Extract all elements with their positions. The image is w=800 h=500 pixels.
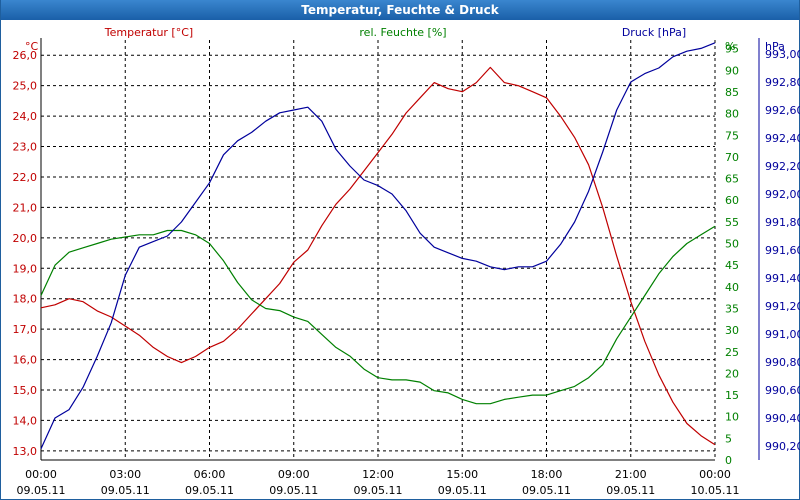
humidity-tick-label: 95: [725, 43, 739, 56]
humidity-series-line: [40, 225, 716, 405]
humidity-unit-label: %: [725, 40, 735, 53]
x-tick-date: 09.05.11: [522, 484, 571, 497]
pressure-tick-label: 993,00: [765, 48, 800, 61]
x-tick-date: 09.05.11: [269, 484, 318, 497]
humidity-tick-label: 35: [725, 302, 739, 315]
x-tick-time: 06:00: [194, 468, 226, 481]
window-title: Temperatur, Feuchte & Druck: [1, 0, 799, 20]
legend-pressure: Druck [hPa]: [622, 26, 686, 39]
humidity-tick-label: 65: [725, 173, 739, 186]
humidity-tick-label: 25: [725, 346, 739, 359]
x-tick-time: 18:00: [531, 468, 563, 481]
temperature-tick-label: 22,0: [13, 171, 38, 184]
x-tick-date: 09.05.11: [354, 484, 403, 497]
pressure-tick-label: 992,20: [765, 160, 800, 173]
humidity-tick-label: 90: [725, 64, 739, 77]
temperature-tick-label: 25,0: [13, 80, 38, 93]
humidity-tick-label: 40: [725, 281, 739, 294]
pressure-tick-label: 991,40: [765, 272, 800, 285]
temperature-series-line: [40, 66, 716, 446]
humidity-tick-label: 70: [725, 151, 739, 164]
pressure-tick-label: 992,40: [765, 132, 800, 145]
temperature-tick-label: 18,0: [13, 293, 38, 306]
pressure-tick-label: 992,80: [765, 76, 800, 89]
temperature-tick-label: 17,0: [13, 323, 38, 336]
pressure-tick-label: 990,20: [765, 440, 800, 453]
humidity-tick-label: 55: [725, 216, 739, 229]
temperature-tick-label: 26,0: [13, 49, 38, 62]
legend-temperature: Temperatur [°C]: [104, 26, 193, 39]
x-tick-date: 09.05.11: [438, 484, 487, 497]
x-tick-time: 15:00: [446, 468, 478, 481]
pressure-tick-label: 992,60: [765, 104, 800, 117]
pressure-tick-label: 991,20: [765, 300, 800, 313]
x-tick-time: 09:00: [278, 468, 310, 481]
x-tick-date: 09.05.11: [17, 484, 66, 497]
humidity-tick-label: 75: [725, 129, 739, 142]
x-tick-date: 09.05.11: [606, 484, 655, 497]
pressure-tick-label: 991,60: [765, 244, 800, 257]
pressure-tick-label: 990,40: [765, 412, 800, 425]
humidity-tick-label: 0: [725, 454, 732, 467]
x-tick-date: 10.05.11: [691, 484, 740, 497]
temperature-tick-label: 16,0: [13, 354, 38, 367]
humidity-tick-label: 10: [725, 411, 739, 424]
humidity-tick-label: 15: [725, 389, 739, 402]
pressure-series-line: [40, 42, 716, 450]
temperature-tick-label: 19,0: [13, 262, 38, 275]
humidity-tick-label: 60: [725, 194, 739, 207]
x-tick-time: 00:00: [25, 468, 57, 481]
x-tick-time: 12:00: [362, 468, 394, 481]
pressure-unit-label: hPa: [765, 40, 785, 53]
humidity-tick-label: 30: [725, 324, 739, 337]
temperature-tick-label: 15,0: [13, 384, 38, 397]
temperature-tick-label: 14,0: [13, 414, 38, 427]
temperature-tick-label: 20,0: [13, 232, 38, 245]
humidity-tick-label: 80: [725, 108, 739, 121]
humidity-tick-label: 85: [725, 86, 739, 99]
temperature-tick-label: 21,0: [13, 201, 38, 214]
legend-humidity: rel. Feuchte [%]: [359, 26, 446, 39]
x-tick-time: 00:00: [699, 468, 731, 481]
pressure-tick-label: 992,00: [765, 188, 800, 201]
temperature-tick-label: 23,0: [13, 141, 38, 154]
temperature-unit-label: °C: [25, 40, 39, 53]
temperature-tick-label: 24,0: [13, 110, 38, 123]
pressure-tick-label: 990,80: [765, 356, 800, 369]
humidity-tick-label: 45: [725, 259, 739, 272]
x-tick-time: 03:00: [109, 468, 141, 481]
temperature-tick-label: 13,0: [13, 445, 38, 458]
x-tick-date: 09.05.11: [185, 484, 234, 497]
pressure-tick-label: 990,60: [765, 384, 800, 397]
x-tick-time: 21:00: [615, 468, 647, 481]
humidity-tick-label: 5: [725, 432, 732, 445]
humidity-tick-label: 20: [725, 367, 739, 380]
x-tick-date: 09.05.11: [101, 484, 150, 497]
humidity-tick-label: 50: [725, 238, 739, 251]
pressure-tick-label: 991,80: [765, 216, 800, 229]
pressure-tick-label: 991,00: [765, 328, 800, 341]
